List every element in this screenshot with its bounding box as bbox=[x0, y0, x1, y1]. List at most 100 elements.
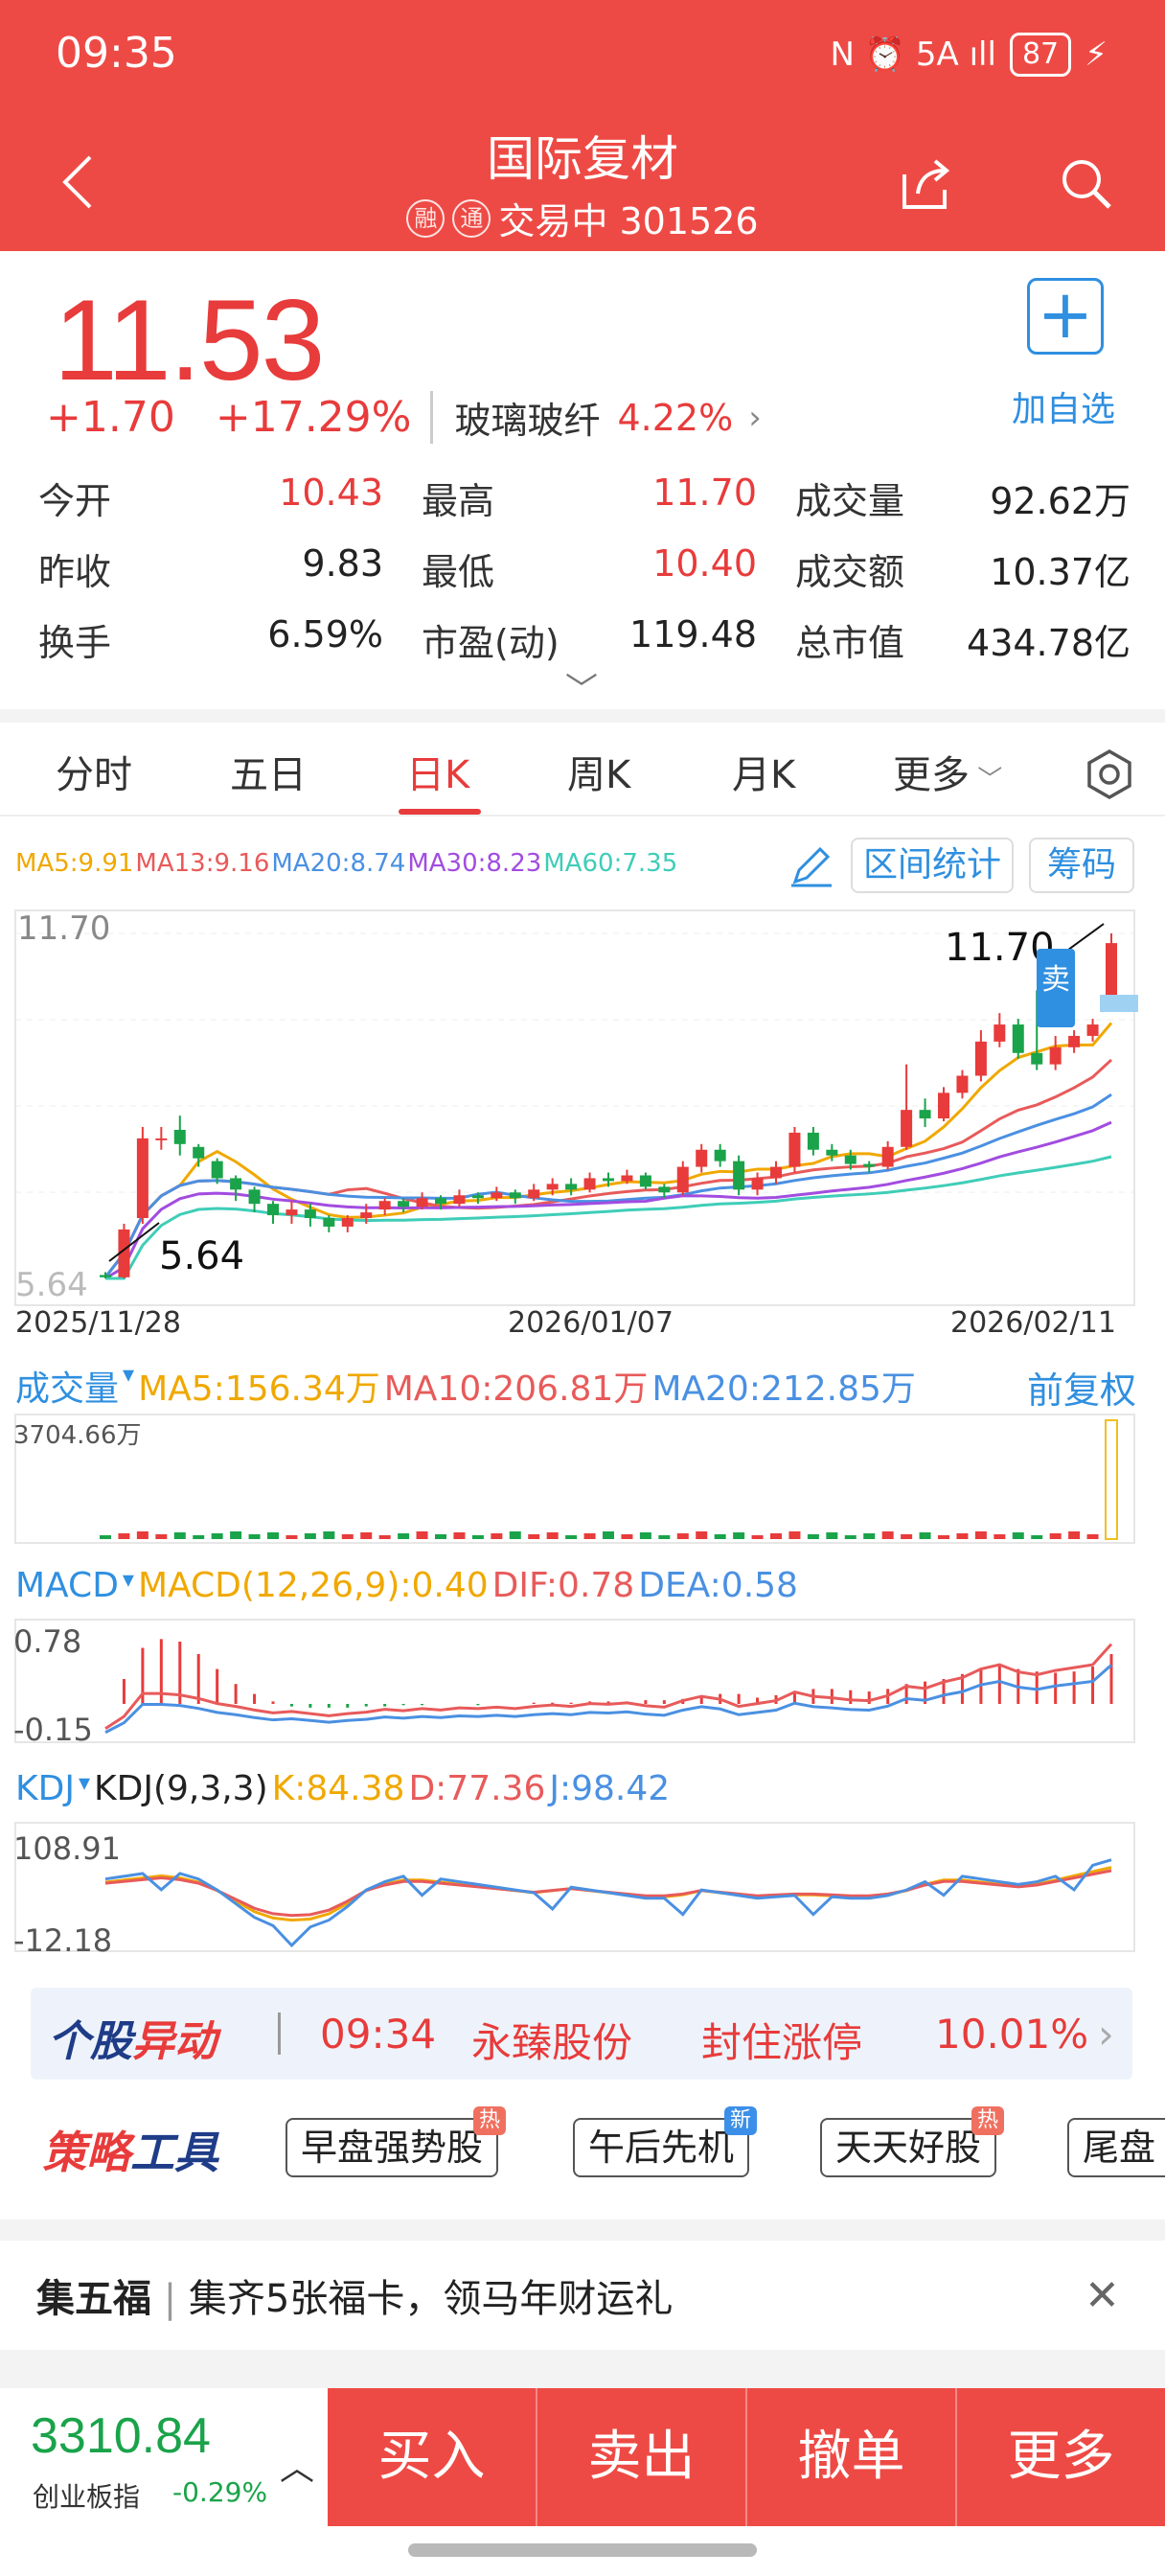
volume-bar bbox=[901, 1534, 913, 1539]
divider bbox=[0, 2350, 1165, 2388]
strategy-morning-strong[interactable]: 早盘强势股热 bbox=[286, 2106, 507, 2177]
tab-more-label: 更多 bbox=[893, 753, 970, 797]
range-stats-button[interactable]: 区间统计 bbox=[851, 838, 1014, 893]
volume-bar bbox=[491, 1533, 503, 1539]
kdj-label[interactable]: KDJ bbox=[15, 1769, 75, 1808]
index-value[interactable]: 3310.84 bbox=[31, 2408, 211, 2464]
volume-bar bbox=[994, 1534, 1006, 1539]
pencil-icon[interactable] bbox=[788, 841, 835, 889]
candle-body bbox=[565, 1184, 578, 1190]
y-max-label: 11.70 bbox=[17, 909, 110, 948]
volume-bar bbox=[733, 1532, 745, 1539]
candle-body bbox=[974, 1041, 987, 1076]
new-badge: 新 bbox=[724, 2106, 758, 2135]
volume-bar bbox=[435, 1534, 446, 1539]
y-min-label: 5.64 bbox=[15, 1266, 88, 1304]
price-tag bbox=[1100, 995, 1138, 1012]
candlestick-chart[interactable]: 11.70 5.64 5.64 11.70 卖 2025/11/28 2026/… bbox=[0, 905, 1165, 1365]
ma30-label: MA30:8.23 bbox=[407, 849, 542, 878]
adjust-price-toggle[interactable]: 前复权 bbox=[1027, 1369, 1137, 1412]
x-label-start: 2025/11/28 bbox=[15, 1306, 181, 1340]
candle-body bbox=[267, 1204, 279, 1216]
dropdown-icon[interactable]: ▾ bbox=[122, 1566, 134, 1593]
volume-bar bbox=[323, 1531, 335, 1539]
candle-body bbox=[826, 1149, 838, 1156]
price-change-pct: +17.29% bbox=[215, 393, 412, 442]
stat-value: 119.48 bbox=[629, 613, 757, 656]
add-watchlist-label[interactable]: 加自选 bbox=[1012, 390, 1116, 429]
volume-bar bbox=[621, 1534, 633, 1539]
connect-tag: 通 bbox=[452, 198, 491, 238]
buy-button[interactable]: 买入 bbox=[377, 2426, 486, 2488]
macd-dif: DIF:0.78 bbox=[491, 1566, 635, 1605]
stat-value: 6.59% bbox=[267, 613, 383, 656]
add-watchlist-button[interactable]: + bbox=[1027, 278, 1104, 355]
promo-banner[interactable]: 集五福 | 集齐5张福卡，领马年财运礼 bbox=[36, 2277, 674, 2321]
candle-body bbox=[733, 1161, 745, 1190]
volume-label[interactable]: 成交量 bbox=[15, 1369, 120, 1409]
volume-bar bbox=[416, 1531, 428, 1539]
tab-more[interactable]: 更多 ﹀ bbox=[893, 744, 1002, 799]
chevron-down-icon[interactable]: ﹀ bbox=[565, 671, 598, 709]
strategy-daily-picks[interactable]: 天天好股热 bbox=[820, 2106, 1005, 2177]
candle-body bbox=[658, 1186, 671, 1193]
candle-body bbox=[323, 1218, 335, 1227]
sector-pct[interactable]: 4.22% bbox=[617, 396, 734, 439]
more-button[interactable]: 更多 bbox=[955, 2388, 1165, 2526]
tab-daily-k[interactable]: 日K bbox=[406, 753, 470, 797]
settings-icon[interactable] bbox=[1083, 748, 1136, 801]
macd-header: MACD ▾ MACD(12,26,9):0.40 DIF:0.78 DEA:0… bbox=[15, 1566, 798, 1605]
stock-alert-ticker[interactable]: 个股异动 09:34 永臻股份 封住涨停 10.01% › bbox=[31, 1988, 1132, 2080]
search-icon[interactable] bbox=[1058, 155, 1115, 213]
tab-intraday[interactable]: 分时 bbox=[56, 753, 132, 797]
tab-monthly-k[interactable]: 月K bbox=[732, 753, 796, 797]
cancel-order-button[interactable]: 撤单 bbox=[745, 2388, 955, 2526]
volume-bar bbox=[938, 1535, 949, 1539]
ma-legend: MA5:9.91 MA13:9.16 MA20:8.74 MA30:8.23 M… bbox=[15, 849, 677, 878]
price-change: +1.70 bbox=[46, 393, 175, 442]
candle-body bbox=[100, 1275, 111, 1277]
stat-label: 市盈(动) bbox=[422, 622, 560, 664]
candle-body bbox=[471, 1195, 484, 1199]
volume-bar bbox=[770, 1533, 782, 1539]
ma20-label: MA20:8.74 bbox=[271, 849, 406, 878]
volume-bar bbox=[100, 1535, 111, 1539]
volume-bar bbox=[118, 1533, 130, 1539]
stat-value: 10.43 bbox=[279, 472, 383, 514]
tab-weekly-k[interactable]: 周K bbox=[567, 753, 631, 797]
x-label-end: 2026/02/11 bbox=[950, 1306, 1116, 1340]
volume-bar bbox=[453, 1532, 466, 1539]
signal-icons: N ⏰ 5A ıll bbox=[830, 35, 996, 74]
current-price: 11.53 bbox=[54, 276, 325, 404]
chips-button[interactable]: 筹码 bbox=[1029, 838, 1134, 893]
volume-bar bbox=[751, 1535, 764, 1539]
sell-marker: 卖 bbox=[1041, 963, 1070, 997]
dropdown-icon[interactable]: ▾ bbox=[123, 1361, 135, 1388]
volume-bar bbox=[583, 1533, 596, 1539]
stat-value: 11.70 bbox=[652, 472, 757, 514]
ma30-line bbox=[104, 1120, 1112, 1280]
close-icon[interactable]: ✕ bbox=[1085, 2271, 1120, 2320]
sell-button[interactable]: 卖出 bbox=[536, 2388, 745, 2526]
divider bbox=[278, 2012, 281, 2055]
volume-bar bbox=[211, 1533, 223, 1539]
share-icon[interactable] bbox=[897, 155, 954, 213]
app-header: 09:35 N ⏰ 5A ıll 87 ⚡ 国际复材 融 通 交易中 30152… bbox=[0, 0, 1165, 251]
j-line bbox=[104, 1858, 1112, 1948]
chevron-right-icon[interactable]: › bbox=[748, 398, 762, 437]
candle-body bbox=[676, 1166, 689, 1193]
status-time: 09:35 bbox=[56, 29, 177, 78]
dropdown-icon[interactable]: ▾ bbox=[78, 1769, 90, 1796]
strategy-afternoon[interactable]: 午后先机新 bbox=[573, 2106, 758, 2177]
tab-five-day[interactable]: 五日 bbox=[230, 753, 307, 797]
volume-bar bbox=[546, 1532, 559, 1539]
candle-body bbox=[453, 1195, 466, 1205]
candle-body bbox=[603, 1178, 614, 1182]
home-indicator[interactable] bbox=[408, 2543, 757, 2557]
macd-label[interactable]: MACD bbox=[15, 1566, 119, 1605]
volume-bar bbox=[378, 1535, 391, 1539]
back-icon[interactable] bbox=[57, 153, 96, 211]
chevron-up-icon[interactable]: ︿ bbox=[280, 2449, 315, 2488]
strategy-tail[interactable]: 尾盘 bbox=[1067, 2118, 1165, 2177]
sector-name[interactable]: 玻璃玻纤 bbox=[430, 391, 601, 444]
